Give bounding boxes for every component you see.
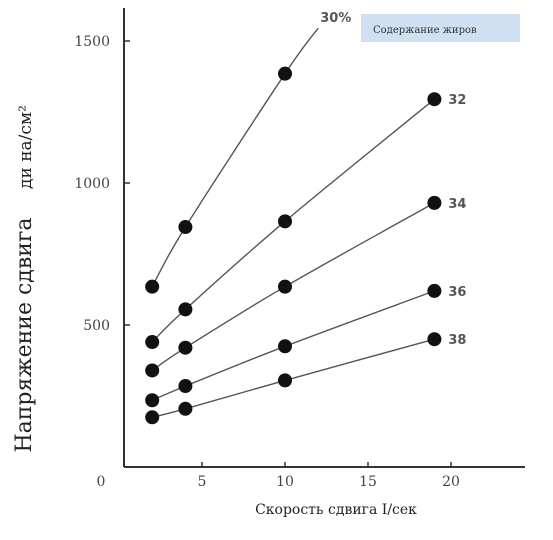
series-lines (151, 27, 435, 418)
y-tick-label: 500 (83, 318, 110, 334)
y-axis-title: Напряжение сдвига (12, 217, 37, 452)
data-point (145, 410, 160, 425)
tick-labels: 0 5 10 15 20 500 1000 1500 (74, 34, 460, 490)
data-point (427, 92, 442, 107)
data-point (145, 335, 160, 350)
data-point (178, 401, 193, 416)
x-tick-label: 5 (198, 474, 207, 490)
series-label: 30% (320, 11, 351, 26)
series-points (145, 66, 442, 425)
data-point (427, 283, 442, 298)
series-label: 38 (448, 333, 466, 348)
series-line-2 (151, 202, 435, 371)
data-point (145, 393, 160, 408)
series-line-0 (151, 27, 319, 288)
y-tick-label: 1000 (74, 176, 110, 192)
data-point (178, 302, 193, 317)
x-tick-label: 20 (442, 474, 460, 490)
data-point (178, 379, 193, 394)
axes (123, 8, 525, 468)
series-line-4 (152, 338, 435, 418)
data-point (278, 214, 292, 229)
series-label: 36 (448, 285, 466, 300)
x-tick-label: 0 (97, 474, 106, 490)
legend-box (361, 14, 520, 42)
x-axis-title: Скорость сдвига I/сек (255, 502, 417, 518)
series-label: 32 (448, 93, 466, 108)
series-labels: 30% 32 34 36 38 (320, 11, 466, 348)
data-point (278, 279, 292, 294)
data-point (145, 363, 160, 378)
data-point (178, 340, 193, 355)
x-tick-label: 10 (276, 474, 294, 490)
data-point (427, 195, 442, 210)
series-label: 34 (448, 197, 466, 212)
data-point (178, 220, 193, 235)
data-point (145, 279, 160, 294)
series-line-3 (151, 290, 435, 401)
y-axis-unit: ди на/см² (16, 105, 36, 189)
data-point (278, 373, 292, 388)
y-tick-label: 1500 (74, 34, 110, 50)
legend-title: Содержание жиров (373, 25, 477, 36)
data-point (278, 66, 292, 81)
data-point (427, 332, 442, 347)
series-line-1 (151, 98, 435, 343)
data-point (278, 339, 292, 354)
x-tick-label: 15 (359, 474, 377, 490)
